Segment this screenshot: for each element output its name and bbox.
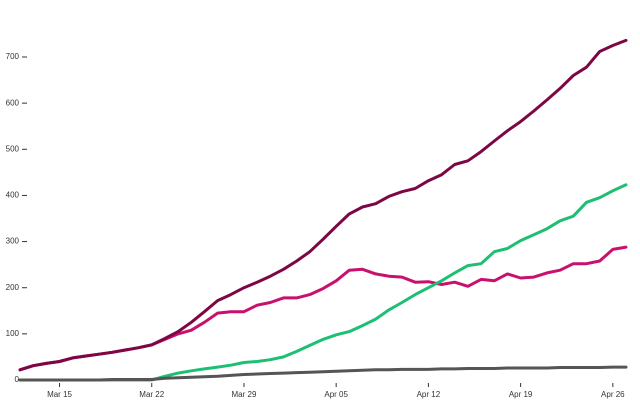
line [18, 365, 628, 382]
x-tick-label: Apr 05 [324, 390, 348, 399]
y-tick-label: 200 [6, 283, 20, 292]
x-tick-label: Mar 29 [232, 390, 257, 399]
y-tick-label: 300 [6, 237, 20, 246]
y-tick-label: 700 [6, 52, 20, 61]
x-tick-label: Apr 12 [417, 390, 441, 399]
y-tick-label: 100 [6, 329, 20, 338]
y-tick-label: 400 [6, 191, 20, 200]
x-tick-label: Mar 15 [47, 390, 72, 399]
line [18, 38, 628, 372]
y-tick-label: 600 [6, 98, 20, 107]
x-tick-label: Apr 26 [601, 390, 625, 399]
x-tick-label: Apr 19 [509, 390, 533, 399]
y-tick-label: 0 [15, 375, 20, 384]
x-tick-label: Mar 22 [139, 390, 164, 399]
y-tick-label: 500 [6, 144, 20, 153]
line [18, 183, 628, 382]
